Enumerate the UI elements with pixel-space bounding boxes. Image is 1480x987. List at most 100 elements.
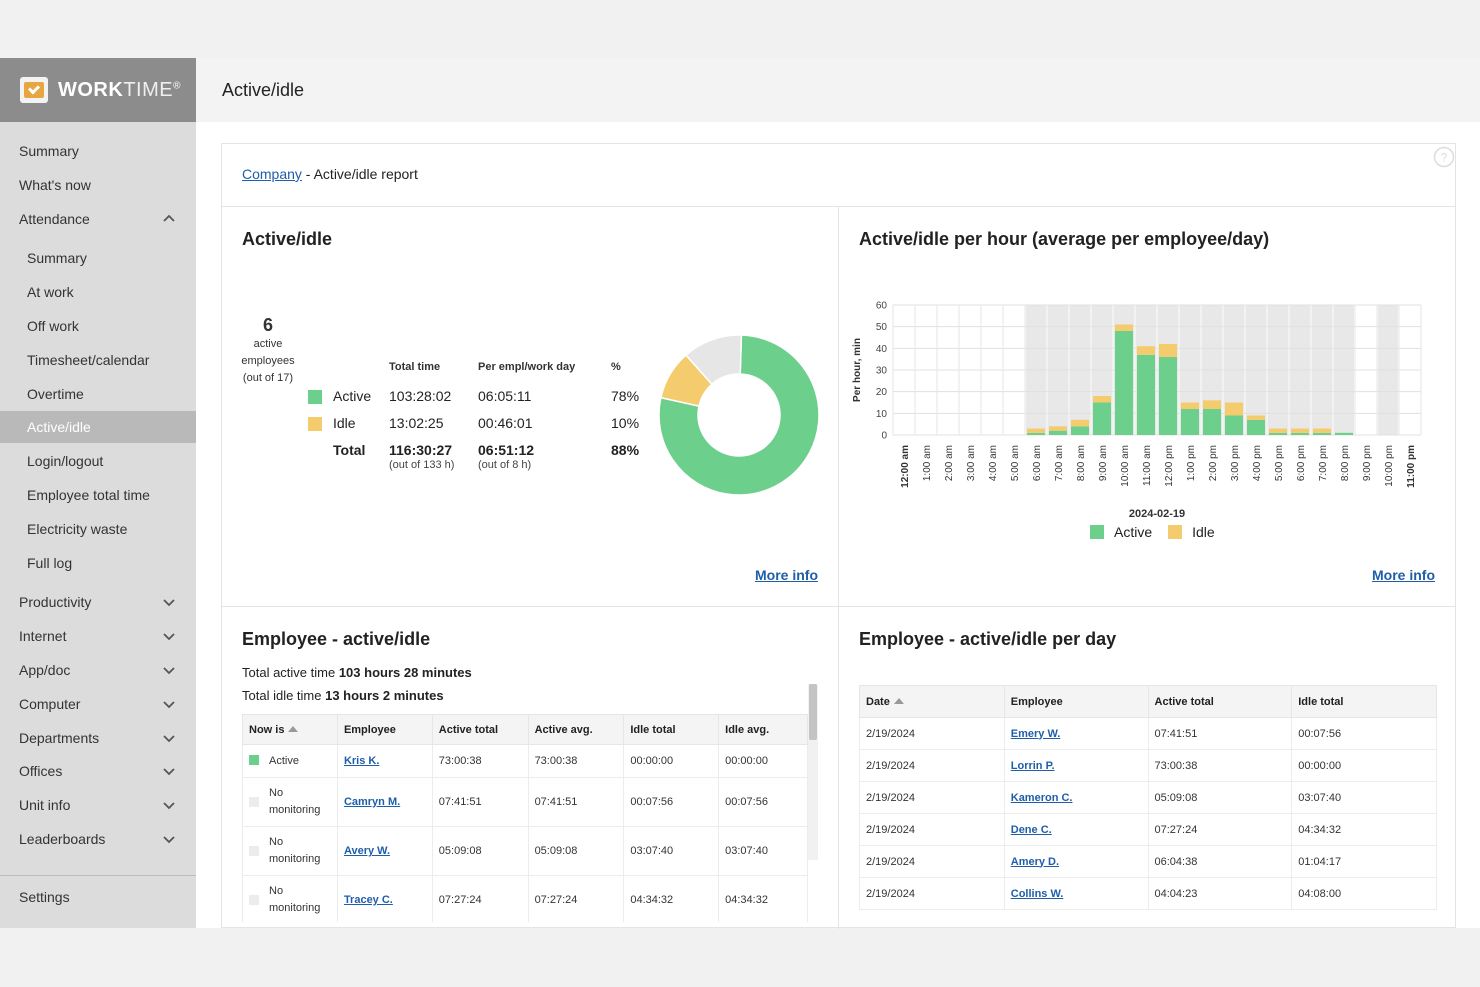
legend-active-label: Active	[1114, 524, 1153, 540]
col-idle-total[interactable]: Idle total	[623, 714, 720, 745]
cell-active-total: 05:09:08	[431, 826, 529, 876]
bar-idle	[1071, 419, 1089, 427]
more-info-link[interactable]: More info	[755, 567, 818, 583]
col-idle-total[interactable]: Idle total	[1291, 685, 1437, 718]
logo-text-light: TIME	[123, 78, 174, 101]
employee-link[interactable]: Lorrin P.	[1010, 759, 1055, 772]
sort-asc-icon	[893, 697, 904, 704]
y-tick-label: 10	[876, 409, 888, 420]
col-employee[interactable]: Employee	[1003, 685, 1149, 718]
sidebar-item-timesheet[interactable]: Timesheet/calendar	[0, 344, 196, 376]
cell-idle-avg: 00:07:56	[718, 777, 808, 827]
total-per-day: 06:51:12	[478, 442, 535, 458]
bar-idle	[1027, 428, 1045, 433]
x-tick-label: 9:00 am	[1098, 445, 1109, 481]
y-tick-label: 20	[876, 387, 888, 398]
employee-link[interactable]: Kris K.	[343, 755, 380, 767]
sidebar-item-attendance[interactable]: Attendance	[0, 203, 196, 235]
total-active-time-label: Total active time	[242, 665, 339, 680]
x-tick-label: 8:00 am	[1076, 445, 1087, 481]
employee-link[interactable]: Collins W.	[1010, 887, 1064, 900]
col-active-total[interactable]: Active total	[1147, 685, 1293, 718]
col-active-avg[interactable]: Active avg.	[527, 714, 625, 745]
legend-idle-swatch	[1168, 525, 1183, 539]
employee-link[interactable]: Dene C.	[1010, 823, 1052, 836]
col-date[interactable]: Date	[859, 685, 1005, 718]
logo-text: WORKTIME®	[58, 79, 181, 102]
cell-idle-total: 00:00:00	[623, 744, 720, 778]
table-row: Active Kris K. 73:00:38 73:00:38 00:00:0…	[242, 744, 808, 778]
employee-link[interactable]: Amery D.	[1010, 855, 1060, 868]
cell-status: Active	[242, 744, 338, 778]
sidebar-item-login-logout[interactable]: Login/logout	[0, 445, 196, 477]
sidebar-item-whats-now[interactable]: What's now	[0, 169, 196, 201]
sidebar-item-active-idle[interactable]: Active/idle	[0, 411, 196, 443]
cell-employee: Amery D.	[1003, 845, 1149, 878]
idle-label: Idle	[333, 415, 356, 431]
sidebar-item-full-log[interactable]: Full log	[0, 547, 196, 579]
cell-date: 2/19/2024	[859, 749, 1005, 782]
sidebar-item-settings[interactable]: Settings	[0, 881, 196, 913]
col-idle-avg[interactable]: Idle avg.	[718, 714, 808, 745]
sidebar-item-leaderboards[interactable]: Leaderboards	[0, 823, 196, 855]
cell-idle-total: 04:08:00	[1291, 877, 1437, 910]
table-row: No monitoring Tracey C. 07:27:24 07:27:24…	[242, 875, 808, 922]
employee-table-scrollbar[interactable]	[808, 684, 818, 860]
table-row: 2/19/2024 Kameron C. 05:09:08 03:07:40	[859, 781, 1437, 814]
bar-idle	[1291, 428, 1309, 433]
sidebar-item-app-doc[interactable]: App/doc	[0, 654, 196, 686]
cell-employee: Lorrin P.	[1003, 749, 1149, 782]
cell-status: No monitoring	[242, 777, 338, 827]
sidebar-item-productivity[interactable]: Productivity	[0, 586, 196, 618]
x-tick-label: 2:00 pm	[1208, 445, 1219, 481]
employee-active-idle-title: Employee - active/idle	[242, 629, 431, 649]
employee-link[interactable]: Kameron C.	[1010, 791, 1073, 804]
employee-link[interactable]: Avery W.	[343, 845, 390, 857]
bar-active	[1291, 432, 1309, 435]
y-axis-label: Per hour, min	[852, 338, 863, 402]
col-employee[interactable]: Employee	[336, 714, 433, 745]
cell-active-total: 05:09:08	[1147, 781, 1293, 814]
bar-idle	[1159, 344, 1177, 357]
sidebar-item-employee-total-time[interactable]: Employee total time	[0, 479, 196, 511]
more-info-link[interactable]: More info	[1372, 567, 1435, 583]
status-text: monitoring	[269, 853, 321, 865]
sidebar-item-computer[interactable]: Computer	[0, 688, 196, 720]
cell-employee: Avery W.	[336, 826, 433, 876]
employee-link[interactable]: Emery W.	[1010, 727, 1061, 740]
per-hour-chart-title: Active/idle per hour (average per employ…	[859, 229, 1270, 249]
sidebar-item-label: Timesheet/calendar	[27, 352, 150, 368]
sidebar-item-electricity-waste[interactable]: Electricity waste	[0, 513, 196, 545]
x-tick-label: 2:00 am	[944, 445, 955, 481]
sidebar-item-summary[interactable]: Summary	[0, 135, 196, 167]
employee-link[interactable]: Tracey C.	[343, 894, 393, 906]
bar-idle	[1093, 396, 1111, 403]
bar-idle	[1225, 402, 1243, 416]
active-per-day: 06:05:11	[478, 388, 532, 404]
sidebar-item-offices[interactable]: Offices	[0, 755, 196, 787]
cell-idle-total: 03:07:40	[623, 826, 720, 876]
sidebar-item-departments[interactable]: Departments	[0, 722, 196, 754]
page-title: Active/idle	[222, 79, 305, 100]
scrollbar-thumb[interactable]	[809, 684, 817, 740]
sidebar-item-attendance-summary[interactable]: Summary	[0, 242, 196, 274]
x-tick-label: 11:00 am	[1142, 445, 1153, 486]
sidebar-item-overtime[interactable]: Overtime	[0, 378, 196, 410]
sidebar-item-at-work[interactable]: At work	[0, 276, 196, 308]
worktime-logo[interactable]: WORKTIME®	[0, 58, 196, 122]
sidebar-item-unit-info[interactable]: Unit info	[0, 789, 196, 821]
breadcrumb-company-link[interactable]: Company	[242, 166, 302, 182]
help-icon[interactable]: ?	[1433, 146, 1455, 168]
x-tick-label: 9:00 pm	[1362, 445, 1373, 481]
chevron-down-icon	[163, 701, 175, 709]
employee-link[interactable]: Camryn M.	[343, 796, 401, 808]
divider	[838, 206, 839, 929]
active-count-value: 6	[262, 315, 273, 335]
sidebar-item-off-work[interactable]: Off work	[0, 310, 196, 342]
cell-active-total: 07:27:24	[1147, 813, 1293, 846]
col-active-total[interactable]: Active total	[431, 714, 529, 745]
table-row: No monitoring Avery W. 05:09:08 05:09:08 …	[242, 826, 808, 876]
col-now-is[interactable]: Now is	[242, 714, 338, 745]
sidebar-item-internet[interactable]: Internet	[0, 620, 196, 652]
chevron-down-icon	[163, 802, 175, 810]
